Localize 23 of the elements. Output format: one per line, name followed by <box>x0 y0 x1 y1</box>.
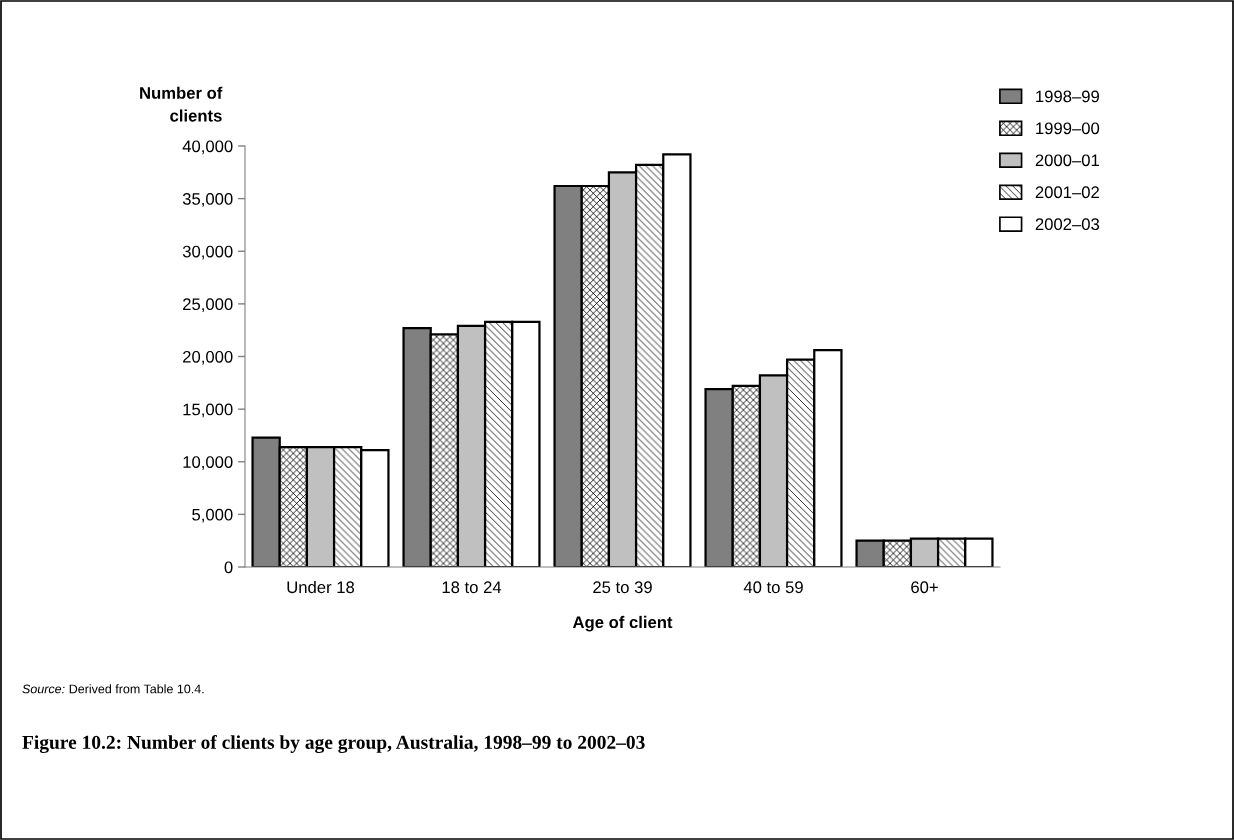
source-note: Source: Derived from Table 10.4. <box>22 684 204 694</box>
y-tick-label: 5,000 <box>192 508 233 523</box>
legend-label: 2000–01 <box>1035 154 1099 167</box>
y-tick-label: 35,000 <box>182 193 233 207</box>
y-tick-label: 20,000 <box>183 350 233 365</box>
y-axis-title: Number of clients <box>140 86 223 122</box>
legend-label: 1999–00 <box>1036 122 1100 135</box>
legend-label: 2002–03 <box>1035 218 1100 231</box>
y-tick-label: 10,000 <box>183 456 233 470</box>
x-tick-label: 18 to 24 <box>442 581 502 594</box>
y-tick-label: 15,000 <box>183 403 233 418</box>
x-axis-title: Age of client <box>572 615 673 632</box>
y-tick-label: 40,000 <box>182 140 233 155</box>
legend-label: 1998–99 <box>1036 90 1099 103</box>
x-tick-label: Under 18 <box>287 580 355 594</box>
y-tick-label: 25,000 <box>183 298 233 313</box>
text: Figure 10.2: Number of clients by age group, Australia, 1998–99 to 2002–03 <box>22 735 645 753</box>
legend-label: 2001–02 <box>1035 186 1099 199</box>
y-tick-label: 30,000 <box>182 245 233 260</box>
x-tick-label: 40 to 59 <box>743 581 803 594</box>
x-tick-label: 25 to 39 <box>593 581 652 594</box>
y-tick-label: 0 <box>224 561 233 574</box>
x-tick-label: 60+ <box>911 581 938 594</box>
